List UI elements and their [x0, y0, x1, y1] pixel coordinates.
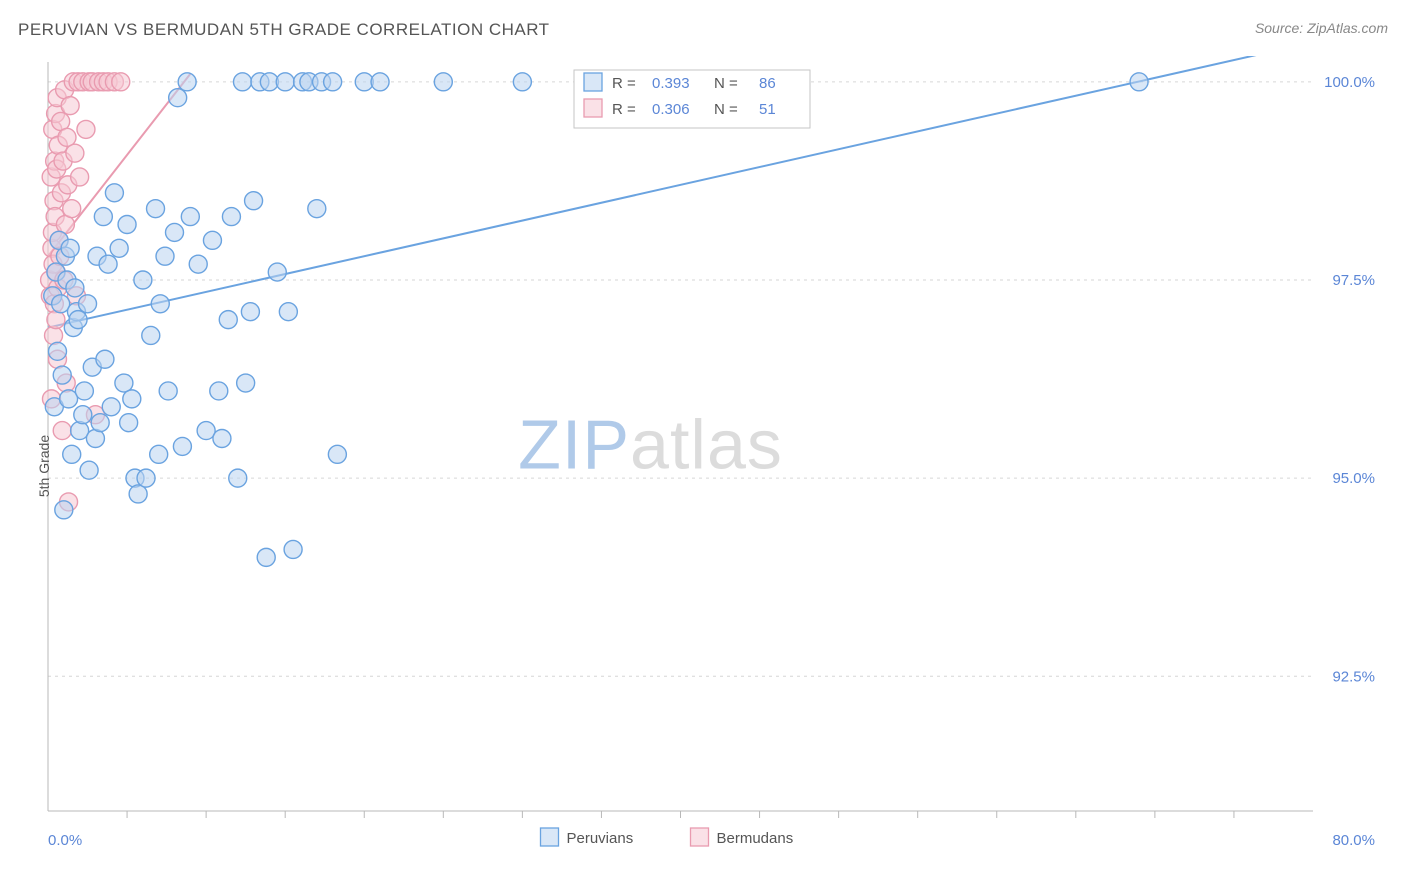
data-point [159, 382, 177, 400]
data-point [279, 303, 297, 321]
data-point [169, 89, 187, 107]
legend-stat-label: R = [612, 75, 636, 92]
data-point [112, 73, 130, 91]
legend-n-value: 51 [759, 101, 776, 118]
data-point [53, 422, 71, 440]
data-point [137, 469, 155, 487]
data-point [268, 263, 286, 281]
data-point [150, 445, 168, 463]
data-point [213, 430, 231, 448]
y-tick-label: 97.5% [1332, 272, 1375, 289]
data-point [166, 223, 184, 241]
data-point [105, 184, 123, 202]
y-tick-label: 92.5% [1332, 668, 1375, 685]
data-point [233, 73, 251, 91]
bottom-legend-swatch [691, 828, 709, 846]
y-axis-label: 5th Grade [36, 435, 52, 497]
data-point [156, 247, 174, 265]
data-point [123, 390, 141, 408]
data-point [142, 326, 160, 344]
bottom-legend-label: Peruvians [567, 830, 634, 847]
data-point [434, 73, 452, 91]
data-point [66, 279, 84, 297]
data-point [99, 255, 117, 273]
data-point [53, 366, 71, 384]
y-tick-label: 100.0% [1324, 74, 1375, 91]
data-point [219, 311, 237, 329]
legend-swatch [584, 73, 602, 91]
data-point [94, 208, 112, 226]
chart-source: Source: ZipAtlas.com [1255, 20, 1388, 36]
data-point [110, 239, 128, 257]
data-point [173, 437, 191, 455]
data-point [77, 120, 95, 138]
legend-n-value: 86 [759, 75, 776, 92]
legend-r-value: 0.393 [652, 75, 690, 92]
watermark: ZIPatlas [518, 406, 783, 484]
data-point [55, 501, 73, 519]
data-point [284, 540, 302, 558]
data-point [96, 350, 114, 368]
bottom-legend-label: Bermudans [717, 830, 794, 847]
data-point [371, 73, 389, 91]
data-point [74, 406, 92, 424]
data-point [118, 216, 136, 234]
legend-stat-label: N = [714, 101, 738, 118]
data-point [75, 382, 93, 400]
data-point [1130, 73, 1148, 91]
y-tick-label: 95.0% [1332, 470, 1375, 487]
data-point [45, 326, 63, 344]
bottom-legend-swatch [541, 828, 559, 846]
data-point [324, 73, 342, 91]
data-point [257, 548, 275, 566]
data-point [237, 374, 255, 392]
data-point [229, 469, 247, 487]
data-point [308, 200, 326, 218]
data-point [61, 239, 79, 257]
data-point [63, 200, 81, 218]
data-point [222, 208, 240, 226]
data-point [61, 97, 79, 115]
data-point [48, 342, 66, 360]
data-point [69, 311, 87, 329]
data-point [178, 73, 196, 91]
chart-title: PERUVIAN VS BERMUDAN 5TH GRADE CORRELATI… [18, 20, 550, 40]
data-point [71, 168, 89, 186]
data-point [241, 303, 259, 321]
data-point [151, 295, 169, 313]
legend-swatch [584, 99, 602, 117]
x-tick-label-left: 0.0% [48, 832, 82, 849]
scatter-plot: 92.5% 95.0% 97.5% 100.0% 0.0% 80.0% ZIPatlas R … [18, 56, 1388, 876]
legend-stat-label: R = [612, 101, 636, 118]
legend-stat-label: N = [714, 75, 738, 92]
x-tick-label-right: 80.0% [1332, 832, 1375, 849]
data-point [66, 144, 84, 162]
data-point [276, 73, 294, 91]
data-point [245, 192, 263, 210]
legend-r-value: 0.306 [652, 101, 690, 118]
data-point [513, 73, 531, 91]
data-point [79, 295, 97, 313]
data-point [91, 414, 109, 432]
data-point [80, 461, 98, 479]
data-point [181, 208, 199, 226]
data-point [210, 382, 228, 400]
data-point [203, 231, 221, 249]
data-point [102, 398, 120, 416]
data-point [189, 255, 207, 273]
data-point [147, 200, 165, 218]
data-point [120, 414, 138, 432]
data-point [134, 271, 152, 289]
data-point [328, 445, 346, 463]
data-point [63, 445, 81, 463]
